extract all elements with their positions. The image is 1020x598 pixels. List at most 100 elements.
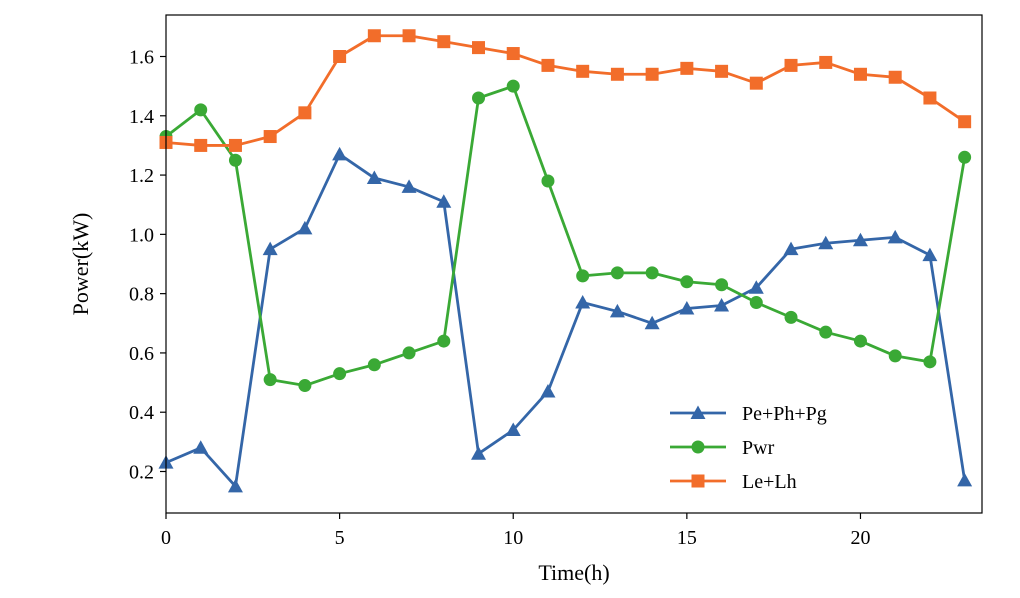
data-point (645, 266, 659, 280)
data-point (784, 58, 798, 72)
data-point (852, 232, 868, 247)
legend-marker (691, 474, 705, 488)
data-point (298, 106, 312, 120)
data-point (819, 325, 833, 339)
data-point (228, 153, 242, 167)
y-tick-label: 1.4 (129, 106, 154, 128)
data-point (784, 310, 798, 324)
data-point (783, 241, 799, 256)
data-point (923, 91, 937, 105)
data-point (401, 179, 417, 193)
y-axis-ticks: 0.2 0.4 0.6 0.8 1.0 1.2 1.4 1.6 (129, 47, 166, 484)
x-tick-label: 10 (503, 527, 523, 549)
data-point (367, 29, 381, 43)
data-point (437, 334, 451, 348)
data-point (472, 41, 486, 55)
data-point (506, 79, 520, 93)
data-point (333, 367, 347, 381)
data-point (679, 300, 695, 315)
data-point (402, 29, 416, 43)
data-point (541, 58, 555, 72)
series-1 (158, 146, 973, 493)
data-point (749, 296, 763, 310)
data-point (541, 174, 555, 188)
data-point (576, 64, 590, 78)
data-point (263, 373, 277, 387)
data-point (540, 383, 556, 398)
data-point (471, 446, 487, 460)
data-point (402, 346, 416, 360)
legend-marker (690, 405, 706, 419)
data-point (436, 194, 452, 208)
data-point (923, 355, 937, 369)
data-point (819, 55, 833, 69)
data-point (888, 349, 902, 363)
x-tick-label: 15 (677, 527, 697, 549)
data-point (610, 67, 624, 81)
y-tick-label: 0.6 (129, 343, 154, 365)
data-point (437, 35, 451, 49)
data-point (609, 303, 625, 318)
data-point (958, 115, 972, 129)
data-point (715, 278, 729, 292)
data-point (645, 67, 659, 81)
data-point (193, 440, 209, 454)
data-point (748, 280, 764, 294)
data-point (715, 64, 729, 78)
data-point (332, 146, 348, 161)
x-tick-label: 0 (161, 527, 171, 549)
data-point (818, 235, 834, 250)
data-point (714, 298, 730, 312)
data-point (194, 138, 208, 152)
data-point (853, 334, 867, 348)
data-point (506, 47, 520, 61)
plot-frame (165, 14, 983, 514)
legend-entry: Le+Lh (670, 471, 797, 493)
data-point (957, 472, 973, 487)
legend: Pe+Ph+Pg Pwr Le+Lh (670, 403, 827, 493)
legend-marker (691, 440, 705, 454)
data-point (472, 91, 486, 105)
data-point (505, 422, 521, 436)
data-point (263, 130, 277, 144)
data-point (887, 229, 903, 244)
series-2 (159, 79, 972, 393)
y-tick-label: 0.8 (129, 284, 154, 306)
series-3 (159, 29, 972, 152)
data-point (575, 295, 591, 309)
data-point (298, 379, 312, 393)
data-point (610, 266, 624, 280)
data-point (333, 50, 347, 63)
data-point (227, 478, 243, 493)
data-point (922, 247, 938, 262)
data-point (262, 241, 278, 256)
data-point (749, 76, 763, 90)
data-point (644, 315, 660, 330)
legend-label: Pwr (742, 437, 775, 459)
data-point (228, 138, 242, 152)
y-tick-label: 1.2 (129, 165, 154, 187)
data-point (680, 275, 694, 289)
data-point (297, 220, 313, 235)
plot-lines (158, 29, 973, 493)
legend-label: Le+Lh (742, 471, 797, 493)
y-tick-label: 1.6 (129, 47, 154, 69)
data-point (576, 269, 590, 283)
data-point (680, 61, 694, 75)
y-axis-label: Power(kW) (68, 213, 93, 316)
data-point (853, 67, 867, 81)
data-point (194, 103, 208, 117)
y-tick-label: 0.2 (129, 462, 154, 484)
series-line (165, 34, 966, 147)
x-tick-label: 5 (335, 527, 345, 549)
x-tick-label: 20 (850, 527, 870, 549)
legend-label: Pe+Ph+Pg (742, 403, 827, 425)
series-line (165, 152, 967, 488)
data-point (888, 70, 902, 84)
y-tick-label: 1.0 (129, 224, 154, 246)
data-point (958, 150, 972, 164)
y-tick-label: 0.4 (129, 402, 154, 424)
legend-entry: Pe+Ph+Pg (670, 403, 827, 425)
x-axis-label: Time(h) (538, 560, 609, 585)
